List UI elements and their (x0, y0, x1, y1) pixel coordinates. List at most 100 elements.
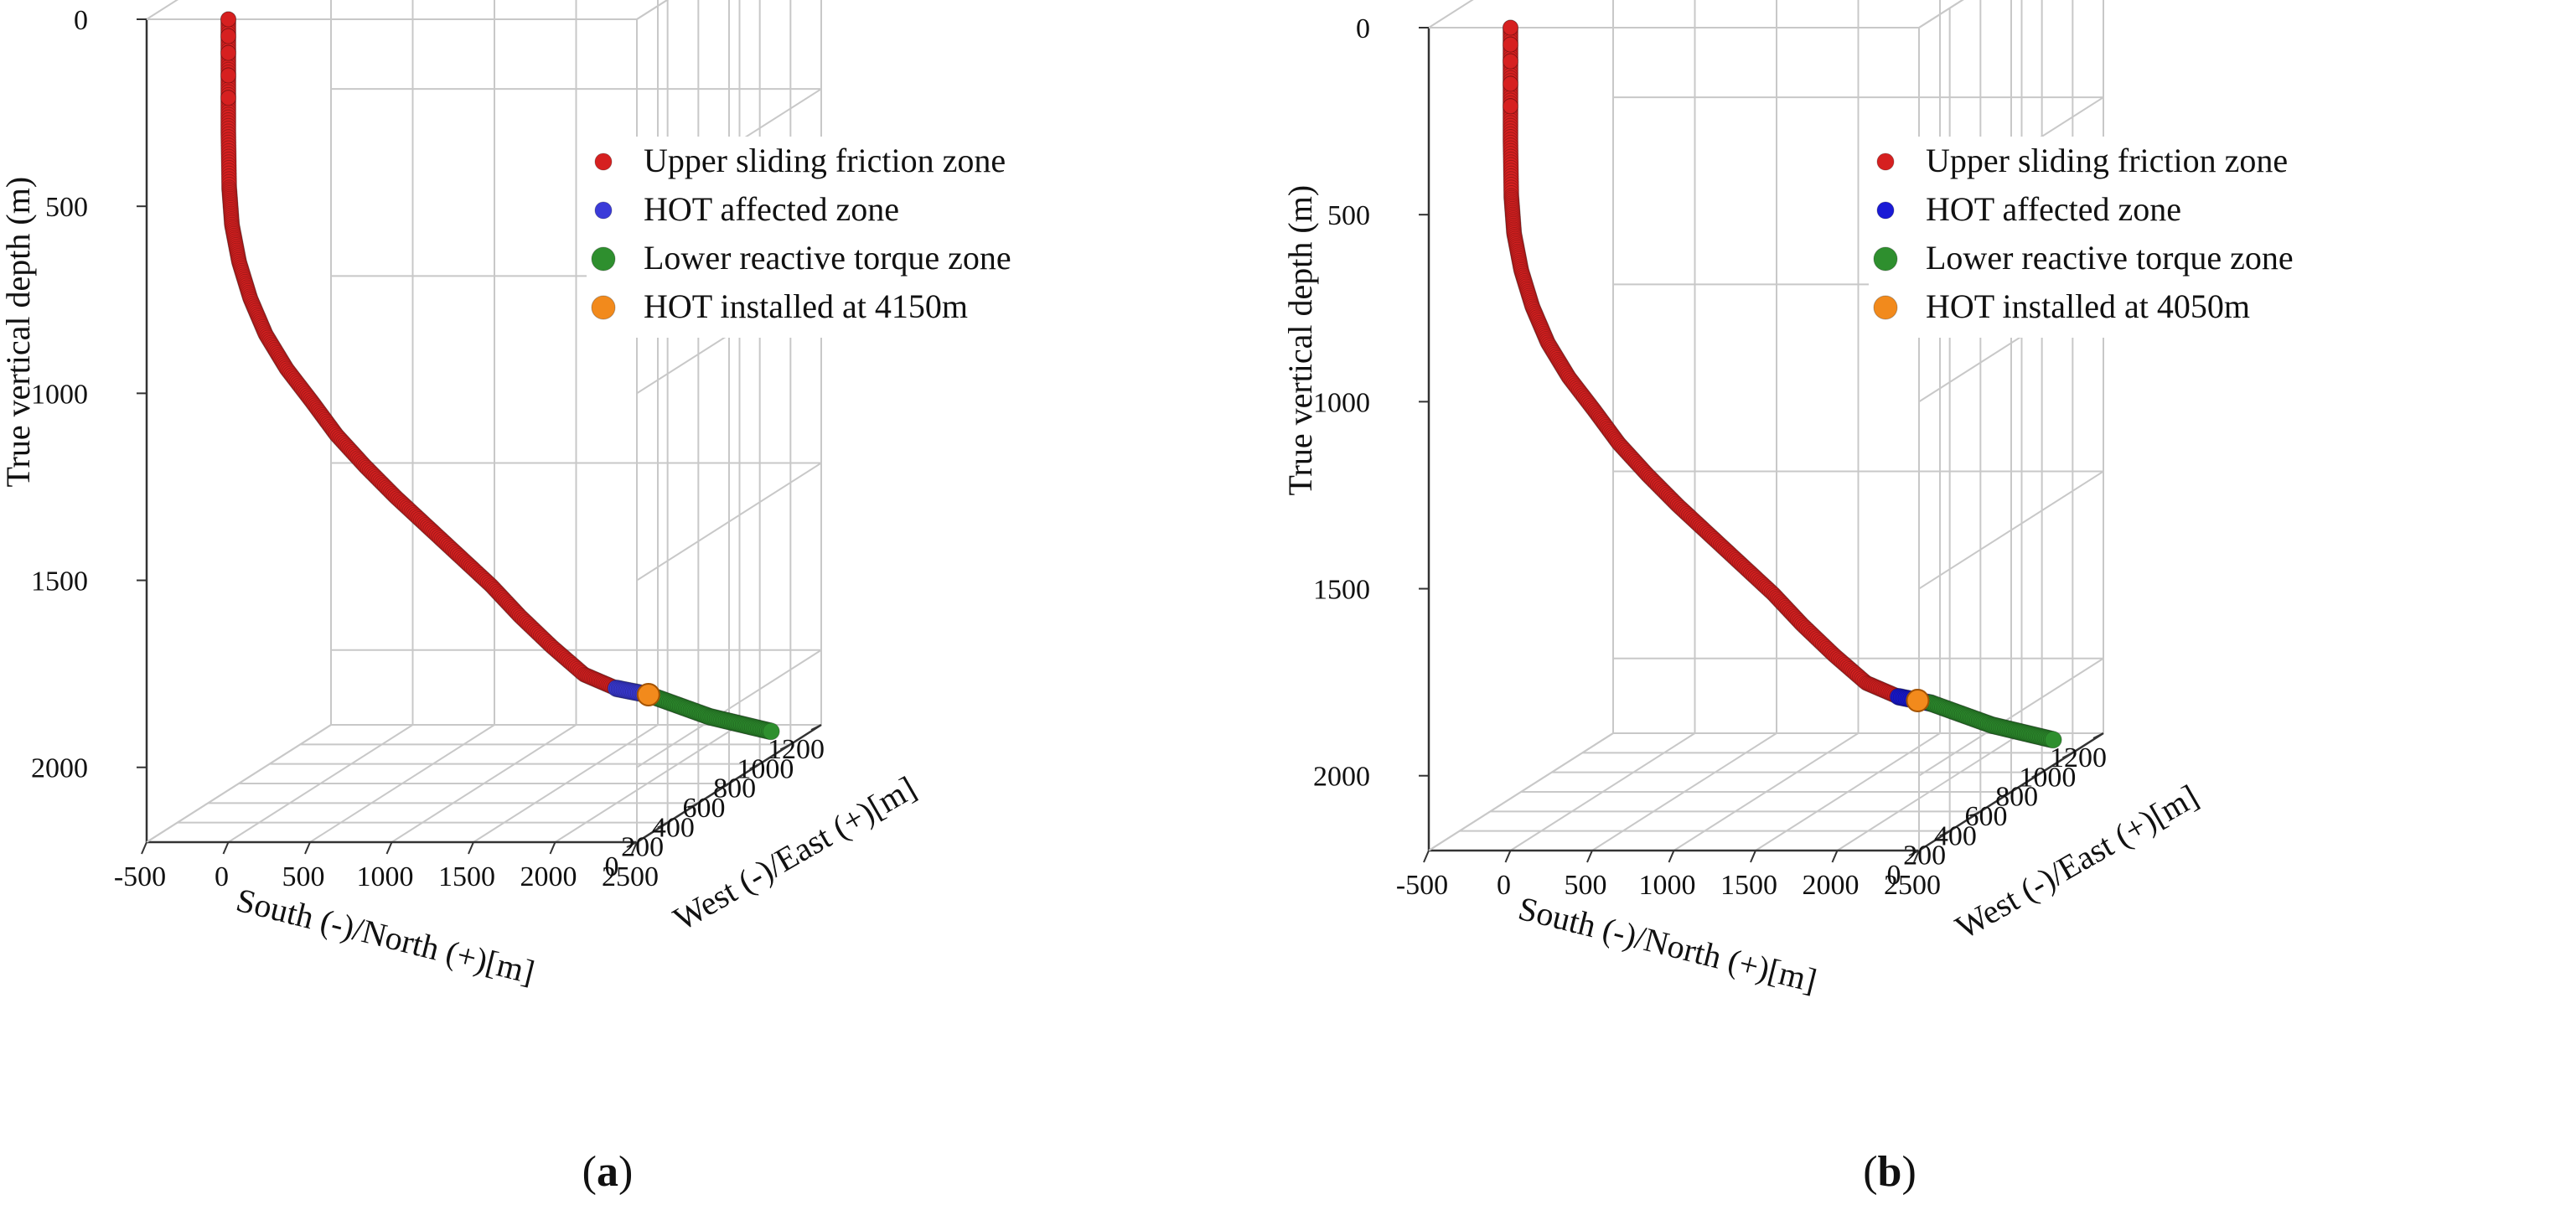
caption-close: ) (1901, 1148, 1916, 1196)
x-tick-label: 1500 (438, 861, 495, 892)
legend-label-3: HOT installed at 4050m (1926, 287, 2250, 325)
wall-gridline (1918, 470, 2104, 590)
y-tick (779, 743, 791, 751)
x-tick-label: 2000 (1803, 870, 1860, 901)
x-tick-label: -500 (1396, 870, 1448, 901)
series-marker (220, 11, 236, 28)
x-axis-label: South (-)/North (+)[m] (233, 881, 539, 991)
box-edge (146, 0, 179, 20)
legend-box (587, 137, 1140, 338)
box-edge (1918, 0, 1964, 28)
series-2-markers (1922, 694, 2062, 749)
x-tick-label: 1000 (1639, 870, 1696, 901)
series-marker (1503, 98, 1518, 115)
x-tick-label: 0 (1497, 870, 1511, 901)
y-tick-label: 0 (605, 851, 619, 882)
series-2-markers (639, 685, 780, 741)
series-marker (762, 722, 780, 741)
panel-caption: (b) (1863, 1148, 1916, 1196)
z-tick-label: 1500 (1313, 575, 1370, 606)
panel-b: -500 0 500 1000 1500 2000 25000200400600800100… (1281, 0, 2422, 1196)
x-tick (631, 841, 638, 855)
x-tick-label: 2000 (520, 861, 577, 892)
x-tick (1750, 850, 1756, 863)
wall-gridline (636, 649, 822, 768)
z-tick-label: 500 (45, 192, 88, 223)
series-marker (2044, 731, 2062, 749)
legend-box (1869, 137, 2422, 338)
y-tick-label: 200 (621, 832, 664, 863)
z-tick-label: 1500 (31, 566, 88, 597)
series-marker (220, 90, 236, 106)
series-marker (1503, 75, 1518, 92)
panel-caption: (a) (582, 1148, 634, 1196)
y-tick-label: 800 (713, 773, 756, 804)
y-tick-label: 0 (1887, 860, 1901, 891)
y-tick-label: 400 (1934, 820, 1977, 851)
x-tick (1668, 850, 1675, 863)
x-tick-label: 500 (282, 861, 325, 892)
legend-marker-2 (591, 246, 616, 272)
x-tick (1423, 850, 1430, 863)
x-tick (549, 841, 556, 855)
series-marker (220, 28, 236, 44)
series-marker (1503, 36, 1518, 53)
hot-installed-point (1906, 688, 1930, 712)
y-tick-label: 1200 (768, 734, 825, 765)
y-tick-label: 1200 (2050, 742, 2107, 773)
z-tick-label: 1000 (1313, 387, 1370, 418)
x-tick (1831, 850, 1839, 863)
y-tick (657, 821, 669, 829)
caption-close: ) (618, 1148, 633, 1196)
x-tick (385, 841, 393, 855)
y-tick (1969, 810, 1981, 818)
x-tick-label: 2500 (1884, 870, 1941, 901)
y-tick (2000, 791, 2012, 798)
y-tick-label: 600 (1965, 801, 2008, 832)
x-tick-label: -500 (114, 861, 166, 892)
series-marker (220, 67, 236, 84)
z-tick-label: 0 (1356, 13, 1370, 44)
series-0-markers (1503, 19, 1906, 705)
y-tick (626, 841, 638, 848)
panel-a: -500 0 500 1000 1500 2000 25000200400600800100… (0, 0, 1140, 1196)
legend-marker-1 (594, 201, 613, 220)
x-tick-label: 2500 (602, 861, 659, 892)
tick-labels: -500 0 500 1000 1500 2000 25000200400600800100… (31, 5, 825, 892)
caption-open: ( (582, 1148, 597, 1196)
x-tick (468, 841, 474, 855)
z-tick-label: 2000 (31, 753, 88, 784)
y-tick-label: 800 (1995, 782, 2038, 813)
series-marker (220, 44, 236, 61)
wall-gridline (636, 462, 822, 582)
box-edge (1428, 732, 1614, 851)
series-0-markers (220, 11, 624, 696)
y-tick (687, 802, 699, 809)
legend-label-0: Upper sliding friction zone (1926, 142, 2288, 179)
legend-marker-1 (1876, 201, 1895, 220)
legend-label-2: Lower reactive torque zone (1926, 239, 2294, 277)
legend: Upper sliding friction zone HOT affected … (587, 137, 1140, 338)
x-tick (141, 841, 147, 855)
x-tick-label: 1500 (1720, 870, 1777, 901)
z-axis-label: True vertical depth (m) (0, 177, 37, 488)
y-tick (1908, 850, 1920, 856)
z-axis-label: True vertical depth (m) (1281, 185, 1319, 496)
box-edge (146, 724, 332, 843)
legend-marker-3 (591, 295, 616, 320)
legend-label-2: Lower reactive torque zone (644, 239, 1011, 277)
x-axis-label: South (-)/North (+)[m] (1515, 889, 1821, 1000)
z-tick-label: 2000 (1313, 762, 1370, 793)
x-tick (222, 841, 230, 855)
x-tick-label: 0 (215, 861, 229, 892)
y-tick (2092, 732, 2104, 739)
trajectory (220, 11, 780, 741)
legend-marker-0 (594, 153, 613, 171)
x-tick (1913, 850, 1920, 863)
caption-letter: a (597, 1148, 618, 1196)
tick-labels: -500 0 500 1000 1500 2000 25000200400600800100… (1313, 13, 2107, 901)
y-tick-label: 400 (652, 812, 695, 843)
legend-label-1: HOT affected zone (644, 190, 899, 228)
y-tick-label: 200 (1903, 840, 1946, 871)
